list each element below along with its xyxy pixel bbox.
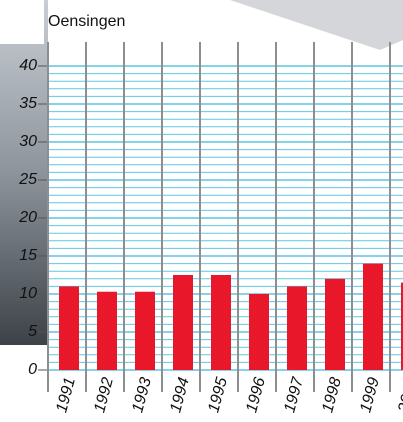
y-tick-label: 40 [19, 57, 37, 74]
x-tick-label: 2000 [395, 376, 403, 416]
chart-title: Oensingen [48, 13, 125, 30]
background-shape [230, 0, 403, 50]
x-tick-label: 1993 [129, 376, 155, 415]
y-tick-label: 10 [19, 285, 37, 302]
x-tick-label: 1994 [167, 376, 193, 415]
x-tick-label: 1996 [243, 376, 269, 415]
x-tick-label: 1998 [319, 376, 345, 415]
bar [325, 278, 345, 370]
y-tick-label: 5 [28, 323, 37, 340]
x-tick-label: 1995 [205, 376, 231, 415]
bar [249, 294, 269, 370]
x-tick-label: 1997 [281, 375, 307, 415]
bar [59, 286, 79, 370]
title-backdrop [0, 0, 44, 44]
x-tick-label: 1991 [53, 376, 79, 415]
bar [401, 282, 403, 370]
y-tick-label: 25 [18, 171, 37, 188]
y-tick-label: 15 [19, 247, 37, 264]
bar [211, 275, 231, 370]
bar [173, 275, 193, 370]
y-tick-label: 20 [18, 209, 37, 226]
y-tick-label: 30 [19, 133, 37, 150]
bar [287, 286, 307, 370]
x-tick-label: 1992 [91, 376, 117, 415]
bar [135, 291, 155, 370]
bar [363, 263, 383, 370]
background-photo [0, 0, 48, 345]
y-tick-label: 35 [19, 95, 37, 112]
bar [97, 291, 117, 370]
x-tick-label: 1999 [357, 376, 383, 415]
y-tick-label: 0 [28, 361, 37, 378]
